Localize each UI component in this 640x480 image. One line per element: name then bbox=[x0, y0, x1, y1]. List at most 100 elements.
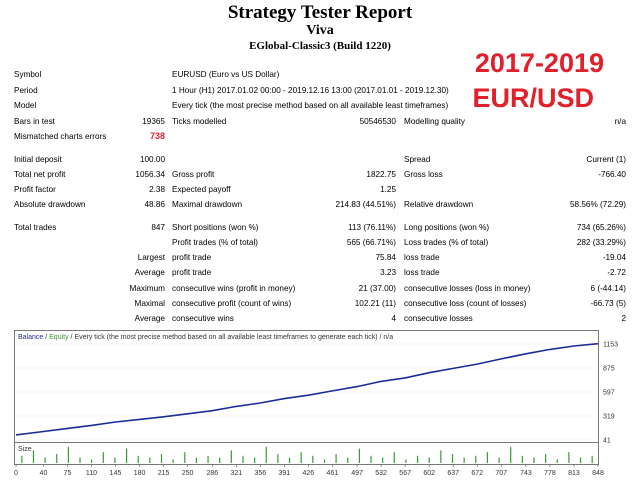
x-tick-label: 567 bbox=[399, 470, 411, 477]
y-tick-label: 1153 bbox=[603, 342, 618, 349]
bars-label: Bars in test bbox=[14, 117, 55, 126]
symbol-label: Symbol bbox=[14, 70, 42, 79]
x-tick-label: 602 bbox=[423, 470, 435, 477]
maximal-profit-label: consecutive profit (count of wins) bbox=[172, 299, 292, 308]
reldd-label: Relative drawdown bbox=[404, 200, 474, 209]
largest-profit-label: profit trade bbox=[172, 253, 212, 262]
volume-bar bbox=[545, 454, 547, 463]
x-tick-label: 180 bbox=[134, 470, 146, 477]
largest-loss-value: -19.04 bbox=[602, 253, 626, 262]
x-tick-label: 778 bbox=[544, 470, 556, 477]
x-tick-label: 461 bbox=[327, 470, 339, 477]
x-tick-label: 215 bbox=[158, 470, 170, 477]
ticks-label: Ticks modelled bbox=[172, 117, 227, 126]
total-trades-value: 847 bbox=[151, 223, 165, 232]
volume-bar bbox=[207, 455, 209, 463]
x-tick-label: 672 bbox=[471, 470, 483, 477]
x-tick-label: 40 bbox=[40, 470, 48, 477]
deposit-label: Initial deposit bbox=[14, 155, 62, 164]
report-title: Strategy Tester Report bbox=[227, 2, 413, 23]
promo-symbol: EUR/USD bbox=[472, 83, 594, 113]
volume-bar bbox=[91, 459, 93, 463]
volume-bar bbox=[149, 457, 151, 463]
pf-value: 2.38 bbox=[149, 185, 165, 194]
chart-legend: Balance / Equity / Every tick (the most … bbox=[18, 334, 393, 341]
grossloss-label: Gross loss bbox=[404, 170, 443, 179]
volume-bar bbox=[451, 454, 454, 463]
legend-rest: / Every tick (the most precise method ba… bbox=[69, 334, 394, 341]
long-value: 734 (65.26%) bbox=[576, 223, 626, 232]
volume-bar bbox=[288, 457, 291, 463]
volume-bar bbox=[370, 455, 372, 463]
volume-bar bbox=[67, 446, 69, 463]
average-loss-value: -2.72 bbox=[607, 268, 626, 277]
x-tick-label: 250 bbox=[182, 470, 194, 477]
deposit-value: 100.00 bbox=[139, 155, 165, 164]
volume-bar bbox=[475, 455, 477, 463]
promo-years: 2017-2019 bbox=[474, 48, 604, 78]
volume-bar bbox=[160, 454, 163, 463]
avg-losses-label: consecutive losses bbox=[404, 314, 473, 323]
ticks-value: 50546530 bbox=[359, 117, 396, 126]
volume-bar bbox=[510, 446, 512, 463]
volume-bar bbox=[312, 455, 314, 463]
spread-value: Current (1) bbox=[586, 155, 626, 164]
total-trades-label: Total trades bbox=[14, 223, 57, 232]
x-tick-label: 532 bbox=[375, 470, 387, 477]
volume-bar bbox=[335, 454, 337, 463]
volume-bar bbox=[114, 457, 116, 463]
average-loss-label: loss trade bbox=[404, 268, 440, 277]
grossprofit-label: Gross profit bbox=[172, 170, 215, 179]
period-value: 1 Hour (H1) 2017.01.02 00:00 - 2019.12.1… bbox=[172, 86, 449, 95]
server-build: EGlobal-Classic3 (Build 1220) bbox=[249, 40, 391, 52]
netprofit-value: 1056.34 bbox=[135, 170, 165, 179]
balance-chart: Balance / Equity / Every tick (the most … bbox=[14, 330, 618, 477]
x-tick-label: 426 bbox=[303, 470, 315, 477]
size-label: Size bbox=[18, 446, 32, 453]
largest-label: Largest bbox=[137, 253, 165, 262]
volume-bar bbox=[358, 448, 360, 463]
x-tick-label: 813 bbox=[568, 470, 580, 477]
maximum-label: Maximum bbox=[129, 284, 165, 293]
volume-bar bbox=[102, 452, 104, 463]
legend-equity: Equity bbox=[49, 334, 69, 341]
long-label: Long positions (won %) bbox=[404, 223, 490, 232]
volume-bar bbox=[195, 457, 198, 463]
max-losses-label: consecutive losses (loss in money) bbox=[404, 284, 531, 293]
x-tick-label: 321 bbox=[230, 470, 242, 477]
grossloss-value: -766.40 bbox=[598, 170, 626, 179]
x-tick-label: 848 bbox=[592, 470, 604, 477]
y-tick-label: 319 bbox=[603, 414, 615, 421]
legend-balance: Balance bbox=[18, 334, 43, 341]
volume-bar bbox=[79, 457, 81, 463]
bars-value: 19365 bbox=[142, 117, 165, 126]
x-tick-label: 145 bbox=[110, 470, 122, 477]
volume-bar bbox=[277, 454, 279, 463]
balance-series-line bbox=[15, 342, 599, 436]
volume-bar bbox=[265, 446, 267, 463]
period-label: Period bbox=[14, 86, 38, 95]
volume-bar bbox=[125, 448, 128, 463]
model-value: Every tick (the most precise method base… bbox=[172, 101, 449, 110]
netprofit-label: Total net profit bbox=[14, 170, 66, 179]
volume-bar bbox=[184, 452, 186, 463]
volume-bar bbox=[242, 455, 244, 463]
model-label: Model bbox=[14, 101, 37, 110]
maximal-label: Maximal bbox=[134, 299, 165, 308]
x-tick-label: 743 bbox=[520, 470, 532, 477]
volume-bar bbox=[428, 457, 430, 463]
avg-wins-label: consecutive wins bbox=[172, 314, 234, 323]
maxdd-label: Maximal drawdown bbox=[172, 200, 243, 209]
reldd-value: 58.56% (72.29) bbox=[570, 200, 626, 209]
max-losses-value: 6 (-44.14) bbox=[590, 284, 627, 293]
absdd-value: 48.86 bbox=[144, 200, 166, 209]
volume-bar bbox=[416, 455, 419, 463]
x-tick-label: 75 bbox=[64, 470, 72, 477]
volume-bar bbox=[533, 457, 535, 463]
quality-label: Modelling quality bbox=[404, 117, 465, 126]
expert-name: Viva bbox=[306, 23, 334, 38]
symbol-value: EURUSD (Euro vs US Dollar) bbox=[172, 70, 280, 79]
legend-sep: / bbox=[43, 334, 49, 341]
y-tick-label: 597 bbox=[603, 390, 615, 397]
volume-bar bbox=[382, 457, 384, 463]
